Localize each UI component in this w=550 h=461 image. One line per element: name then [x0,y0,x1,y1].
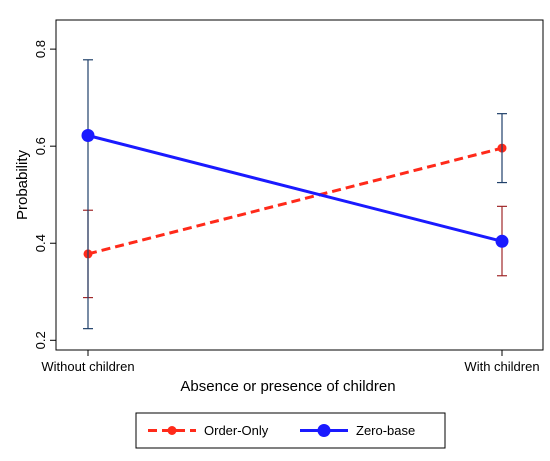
y-axis: 0.2 0.4 0.6 0.8 [33,20,57,350]
legend-label: Order-Only [204,423,269,438]
series-zero-base [81,59,509,330]
series-layer [81,59,509,330]
data-point [495,234,509,248]
x-tick-label: Without children [41,359,134,374]
y-tick-label: 0.4 [33,234,48,252]
x-axis-title: Absence or presence of children [180,378,395,395]
x-tick-label: With children [464,359,539,374]
legend-label: Zero-base [356,423,415,438]
legend-box [135,412,446,449]
y-tick-label: 0.2 [33,331,48,349]
y-tick-label: 0.8 [33,40,48,58]
data-point [81,129,95,142]
series-line [87,146,503,256]
legend: Order-Only Zero-base [135,412,446,449]
y-tick-label: 0.6 [33,137,48,155]
y-axis-title: Probability [14,149,31,220]
legend-swatch-marker [317,424,331,437]
x-axis: Without children With children [41,349,543,374]
legend-swatch-marker [167,426,177,435]
series-line [87,134,503,243]
